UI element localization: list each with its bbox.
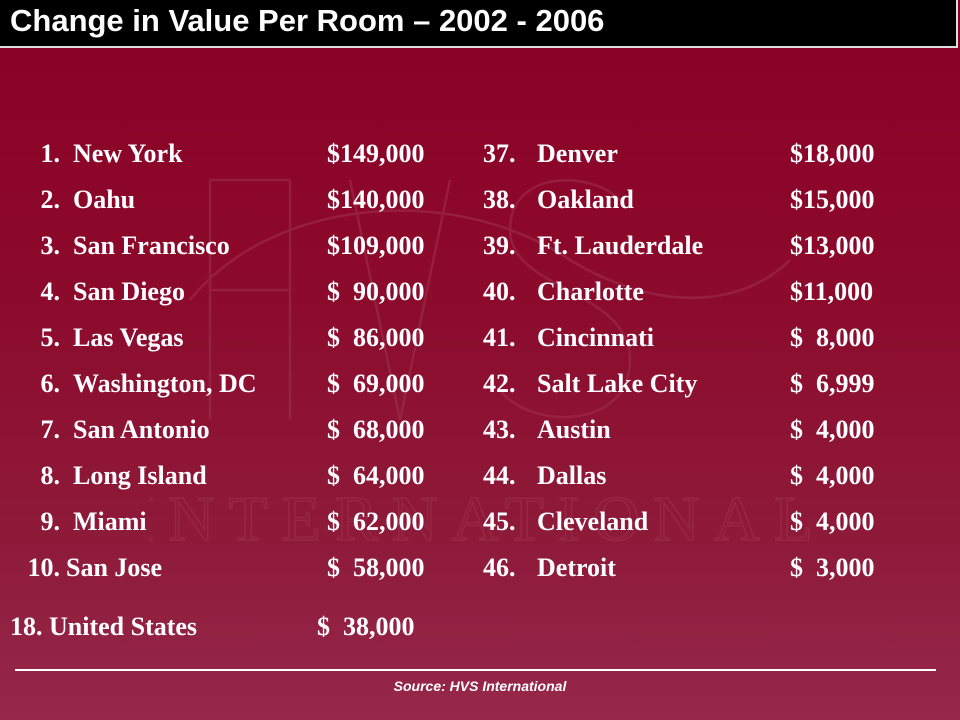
entry-rank: 4. [40,277,61,306]
entry-value: $109,000 [327,231,425,260]
entry-city: San Diego [73,277,185,306]
entry-city: Miami [73,507,147,536]
entry-value: $ 6,999 [790,369,875,398]
entry-value: $ 86,000 [327,323,425,352]
entry-value: $15,000 [790,185,875,214]
entry-rank: 3. [40,231,61,260]
entry-rank: 5. [40,323,61,352]
table-row: 1. New York $149,000 37. Denver $18,000 [10,131,950,177]
entry-rank: 43. [483,415,516,444]
table-row: 8. Long Island $ 64,000 44. Dallas $ 4,000 [10,453,950,499]
entry-city: Dallas [537,461,607,490]
entry-city: Cleveland [537,507,649,536]
entry-rank: 10. [27,553,61,582]
entry-value: $ 90,000 [327,277,425,306]
entry-value: $18,000 [790,139,875,168]
table-row: 5. Las Vegas $ 86,000 41. Cincinnati $ 8,000 [10,315,950,361]
entry-value: $ 64,000 [327,461,425,490]
entry-value: $ 4,000 [790,461,875,490]
us-label: 18. United States [10,612,198,641]
entry-rank: 1. [40,139,61,168]
entry-city: Cincinnati [537,323,655,352]
entry-rank: 2. [40,185,61,214]
entry-rank: 8. [40,461,61,490]
page-title: Change in Value Per Room – 2002 - 2006 [10,3,605,38]
entry-value: $ 8,000 [790,323,875,352]
entry-value: $149,000 [327,139,425,168]
entry-rank: 41. [483,323,516,352]
entry-city: Las Vegas [73,323,184,352]
table-row: 10. San Jose $ 58,000 46. Detroit $ 3,000 [10,545,950,591]
footer-divider [15,669,936,671]
entry-value: $ 62,000 [327,507,425,536]
title-bar: Change in Value Per Room – 2002 - 2006 [0,0,958,48]
entry-city: Denver [537,139,618,168]
entry-rank: 38. [483,185,516,214]
entry-city: Oahu [73,185,136,214]
source-note: Source: HVS International [393,678,567,694]
entry-city: San Jose [66,553,163,582]
table-row: 4. San Diego $ 90,000 40. Charlotte $11,000 [10,269,950,315]
entry-value: $ 3,000 [790,553,875,582]
entry-value: $ 4,000 [790,507,875,536]
entry-city: New York [73,139,183,168]
entry-value: $140,000 [327,185,425,214]
entry-rank: 42. [483,369,516,398]
table-row: 3. San Francisco $109,000 39. Ft. Lauderdale… [10,223,950,269]
entry-rank: 37. [483,139,516,168]
table-row: 2. Oahu $140,000 38. Oakland $15,000 [10,177,950,223]
entry-rank: 39. [483,231,516,260]
entry-rank: 9. [40,507,61,536]
entry-value: $11,000 [790,277,874,306]
entry-city: Washington, DC [73,369,257,398]
entry-value: $ 58,000 [327,553,425,582]
entry-rank: 7. [40,415,61,444]
table-row: 7. San Antonio $ 68,000 43. Austin $ 4,000 [10,407,950,453]
entry-rank: 44. [483,461,516,490]
entry-city: Long Island [73,461,207,490]
entry-rank: 45. [483,507,516,536]
entry-city: Austin [537,415,611,444]
entry-rank: 40. [483,277,516,306]
us-value: $ 38,000 [317,612,415,641]
table-row: 6. Washington, DC $ 69,000 42. Salt Lake Cit… [10,361,950,407]
entry-city: Ft. Lauderdale [537,231,704,260]
entry-city: Charlotte [537,277,644,306]
entry-rank: 6. [40,369,61,398]
entry-value: $ 69,000 [327,369,425,398]
entry-city: Salt Lake City [537,369,698,398]
table-row: 9. Miami $ 62,000 45. Cleveland $ 4,000 [10,499,950,545]
entry-value: $ 4,000 [790,415,875,444]
entry-city: San Antonio [73,415,210,444]
entry-value: $ 68,000 [327,415,425,444]
entry-rank: 46. [483,553,516,582]
entry-city: San Francisco [73,231,230,260]
entry-city: Oakland [537,185,634,214]
entry-city: Detroit [537,553,616,582]
entry-value: $13,000 [790,231,875,260]
